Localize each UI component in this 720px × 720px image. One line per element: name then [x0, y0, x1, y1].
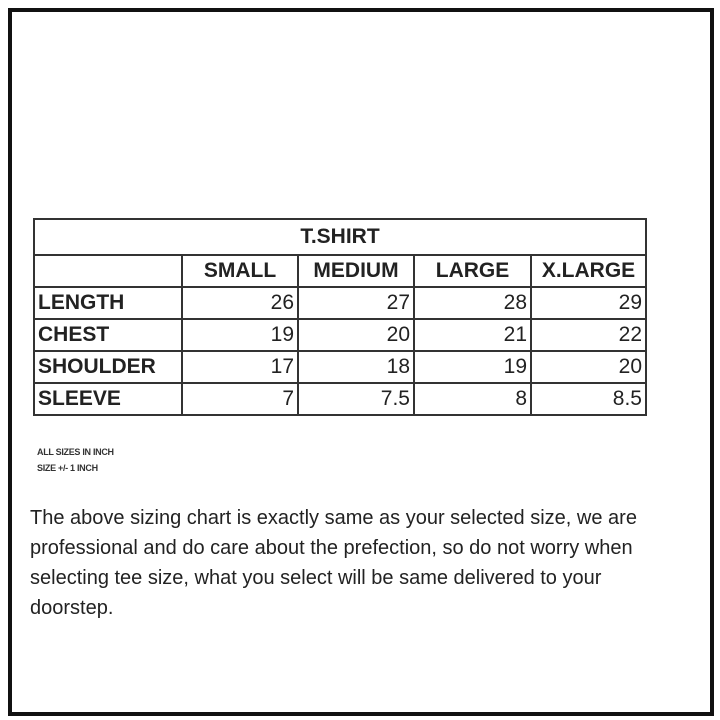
table-title-row: T.SHIRT	[33, 218, 647, 256]
table-row: CHEST 19 20 21 22	[33, 318, 647, 352]
cell: 7.5	[297, 382, 415, 416]
table-header-row: SMALL MEDIUM LARGE X.LARGE	[33, 254, 647, 288]
page-border	[8, 8, 714, 716]
cell: 7	[181, 382, 299, 416]
cell: 8	[413, 382, 532, 416]
header-empty-cell	[33, 254, 183, 288]
size-notes: ALL SIZES IN INCH SIZE +/- 1 INCH	[37, 444, 114, 476]
cell: 19	[413, 350, 532, 384]
cell: 18	[297, 350, 415, 384]
size-chart-table: T.SHIRT SMALL MEDIUM LARGE X.LARGE LENGT…	[33, 218, 647, 416]
row-label: LENGTH	[33, 286, 183, 320]
cell: 20	[530, 350, 647, 384]
table-row: SLEEVE 7 7.5 8 8.5	[33, 382, 647, 416]
note: ALL SIZES IN INCH	[37, 447, 114, 457]
cell: 8.5	[530, 382, 647, 416]
column-header: LARGE	[413, 254, 532, 288]
cell: 26	[181, 286, 299, 320]
row-label: SLEEVE	[33, 382, 183, 416]
cell: 20	[297, 318, 415, 352]
cell: 19	[181, 318, 299, 352]
table-row: SHOULDER 17 18 19 20	[33, 350, 647, 384]
cell: 29	[530, 286, 647, 320]
column-header: SMALL	[181, 254, 299, 288]
row-label: CHEST	[33, 318, 183, 352]
cell: 17	[181, 350, 299, 384]
cell: 22	[530, 318, 647, 352]
cell: 28	[413, 286, 532, 320]
column-header: MEDIUM	[297, 254, 415, 288]
description-paragraph: The above sizing chart is exactly same a…	[30, 507, 637, 619]
row-label: SHOULDER	[33, 350, 183, 384]
table-title: T.SHIRT	[33, 218, 647, 256]
table-row: LENGTH 26 27 28 29	[33, 286, 647, 320]
cell: 21	[413, 318, 532, 352]
note: SIZE +/- 1 INCH	[37, 463, 98, 473]
column-header: X.LARGE	[530, 254, 647, 288]
cell: 27	[297, 286, 415, 320]
